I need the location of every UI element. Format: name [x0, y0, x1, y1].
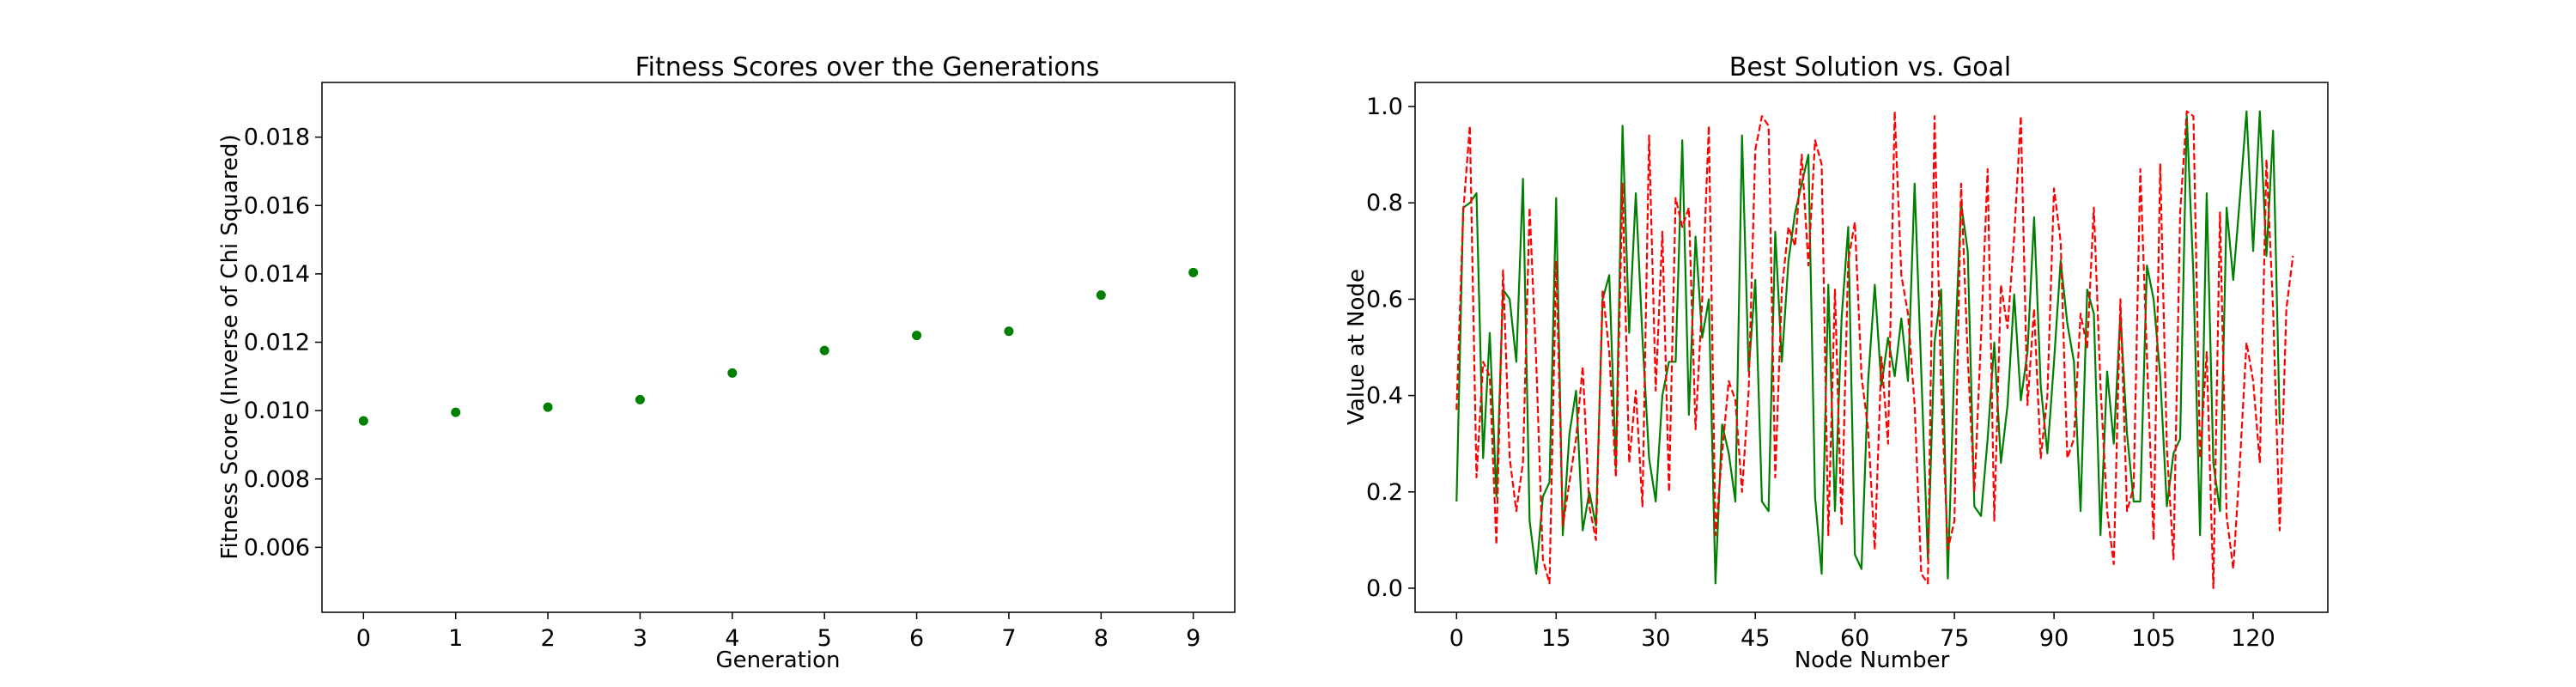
data-point: [727, 368, 738, 378]
fitness-chart-title: Fitness Scores over the Generations: [635, 52, 1100, 82]
data-point: [358, 416, 368, 426]
data-point: [1004, 326, 1014, 337]
x-tick-label: 8: [1094, 625, 1109, 652]
y-tick-label: 0.006: [244, 534, 310, 561]
x-tick-label: 2: [540, 625, 555, 652]
fitness-chart-y-axis: 0.006 0.008 0.010 0.012 0.014 0.016 0.018: [244, 125, 322, 561]
y-tick-label: 0.012: [244, 330, 310, 356]
y-tick-label: 0.010: [244, 398, 310, 424]
solution-chart-title: Best Solution vs. Goal: [1729, 52, 2012, 82]
data-point: [912, 331, 922, 341]
y-tick-label: 0.0: [1366, 575, 1403, 602]
y-tick-label: 0.016: [244, 192, 310, 219]
solution-chart-plot-area: [1455, 110, 2294, 590]
y-tick-label: 0.018: [244, 125, 310, 151]
y-tick-label: 0.2: [1366, 479, 1403, 506]
x-tick-label: 105: [2131, 625, 2176, 652]
y-tick-label: 0.014: [244, 261, 310, 288]
x-tick-label: 45: [1741, 625, 1770, 652]
data-point: [635, 394, 645, 404]
x-tick-label: 0: [356, 625, 371, 652]
x-tick-label: 5: [817, 625, 832, 652]
x-tick-label: 1: [448, 625, 463, 652]
data-point: [1188, 267, 1199, 277]
x-tick-label: 90: [2039, 625, 2069, 652]
solution-chart-y-label: Value at Node: [1344, 269, 1370, 425]
y-tick-label: 1.0: [1366, 94, 1403, 120]
x-tick-label: 120: [2231, 625, 2275, 652]
x-tick-label: 3: [633, 625, 647, 652]
best-solution-line: [1455, 110, 2281, 585]
solution-chart-y-axis: 0.0 0.2 0.4 0.6 0.8 1.0: [1366, 94, 1415, 602]
fitness-chart-y-label: Fitness Score (Inverse of Chi Squared): [217, 134, 243, 559]
data-point: [819, 345, 829, 356]
x-tick-label: 4: [725, 625, 739, 652]
x-tick-label: 0: [1449, 625, 1464, 652]
x-tick-label: 7: [1001, 625, 1016, 652]
data-point: [543, 402, 553, 412]
fitness-chart-x-axis: 0 1 2 3 4 5 6 7 8 9: [356, 612, 1200, 652]
y-tick-label: 0.4: [1366, 383, 1403, 410]
x-tick-label: 9: [1186, 625, 1200, 652]
goal-line: [1455, 110, 2294, 590]
y-tick-label: 0.008: [244, 466, 310, 493]
x-tick-label: 60: [1840, 625, 1869, 652]
x-tick-label: 75: [1940, 625, 1969, 652]
solution-chart-frame: [1414, 82, 2329, 613]
solution-chart: Best Solution vs. Goal 0 15 30 45 60 75 90 105 1…: [1344, 52, 2329, 673]
data-point: [1096, 290, 1106, 301]
x-tick-label: 30: [1641, 625, 1670, 652]
y-tick-label: 0.8: [1366, 190, 1403, 216]
fitness-chart-plot-area: [358, 267, 1199, 426]
solution-chart-x-label: Node Number: [1795, 647, 1950, 673]
fitness-chart-x-label: Generation: [715, 647, 840, 673]
fitness-chart-frame: [321, 82, 1236, 613]
y-tick-label: 0.6: [1366, 286, 1403, 313]
solution-chart-x-axis: 0 15 30 45 60 75 90 105 120: [1449, 612, 2275, 652]
x-tick-label: 6: [909, 625, 924, 652]
x-tick-label: 15: [1541, 625, 1571, 652]
data-point: [451, 407, 461, 417]
fitness-chart: Fitness Scores over the Generations 0 1 2 3…: [217, 52, 1236, 673]
